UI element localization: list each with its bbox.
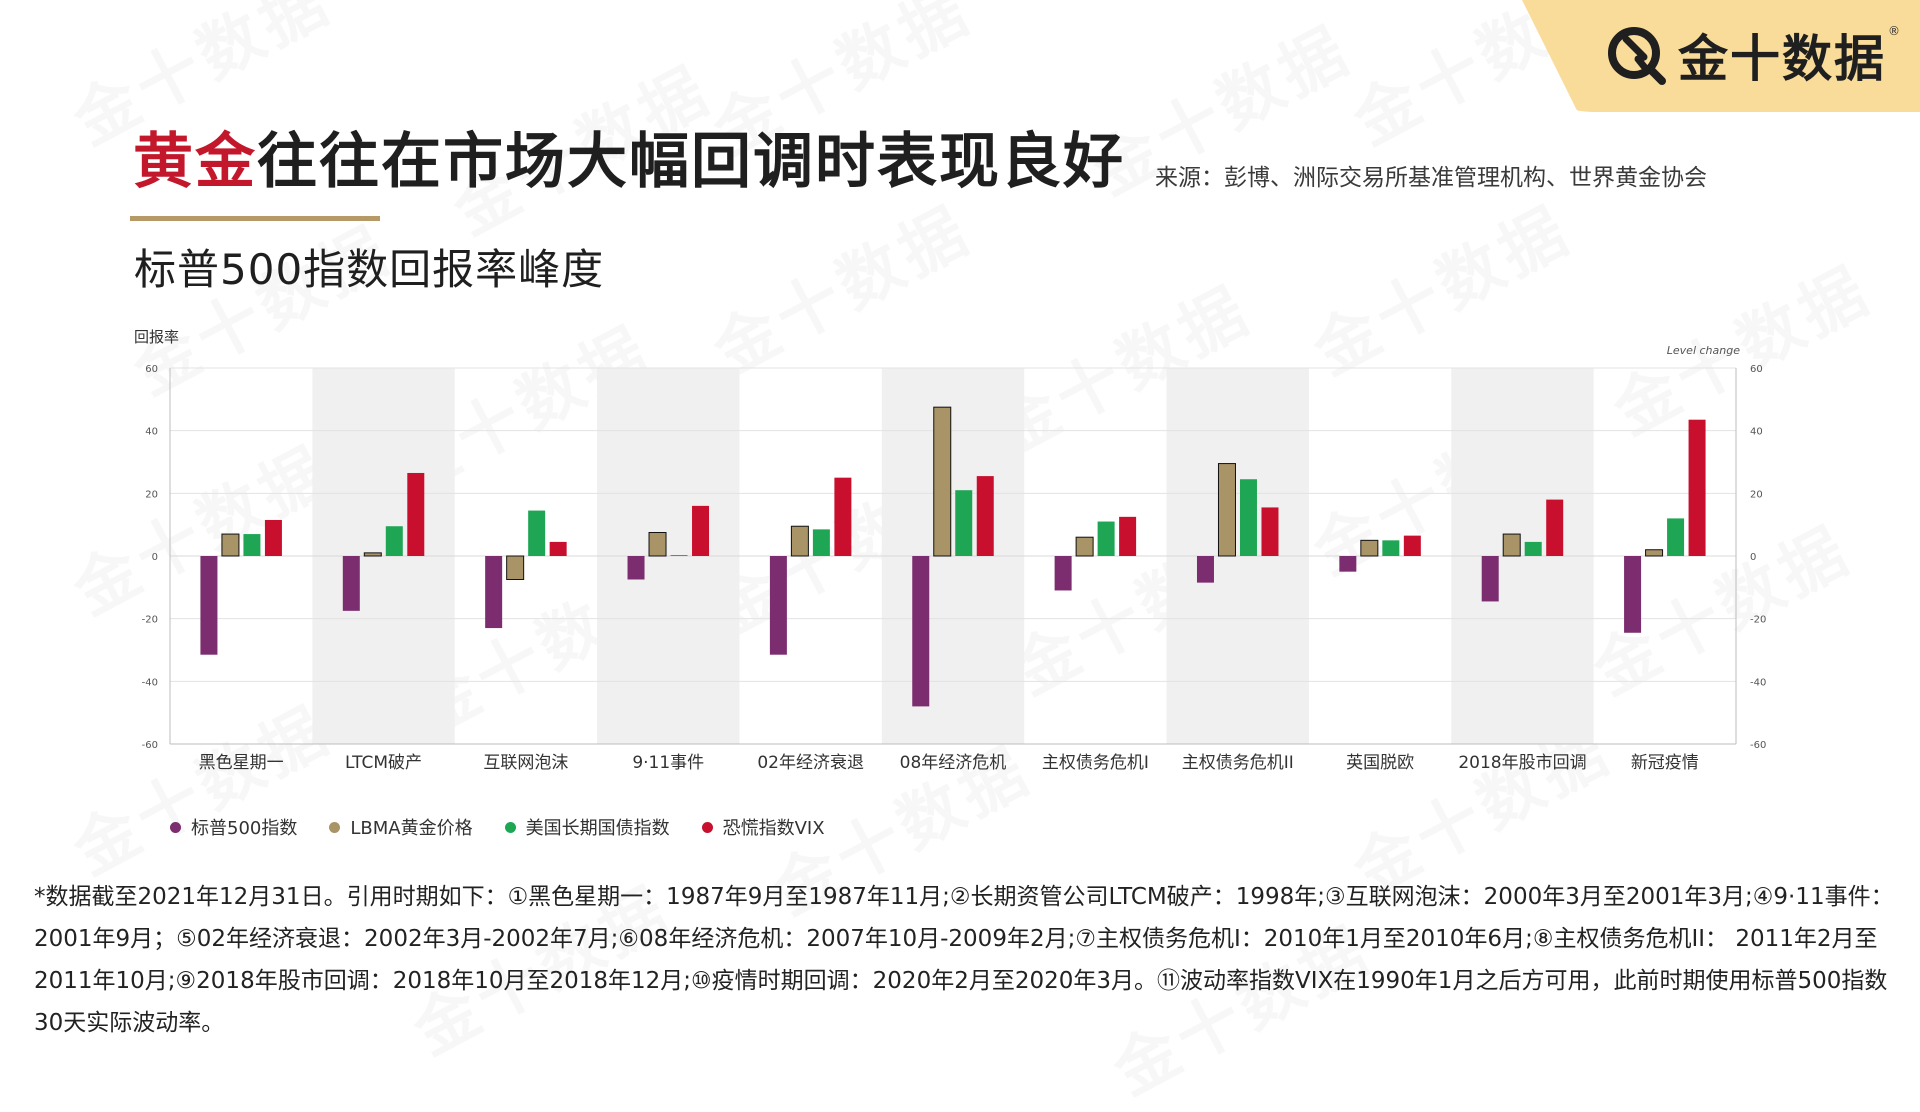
legend-swatch <box>329 821 341 833</box>
bar-chart: 60 60 40 40 20 20 0 0 -20 -20 -40 -40 -60 -60 回报率 Level… <box>134 328 1766 773</box>
bar <box>485 556 503 629</box>
y-tick-label: -40 <box>142 677 158 688</box>
x-tick-label: 新冠疫情 <box>1631 753 1699 773</box>
title-rest: 往往在市场大幅回调时表现良好 <box>257 127 1125 197</box>
y2-tick-label: 0 <box>1750 552 1756 563</box>
bar <box>769 556 787 655</box>
brand-name: 金十数据 <box>1678 30 1886 88</box>
bar <box>976 476 994 556</box>
y-tick-label: 0 <box>152 552 158 563</box>
x-tick-label: 02年经济衰退 <box>757 753 864 773</box>
y2-tick-label: -60 <box>1750 740 1766 751</box>
y-axis-title: 回报率 <box>134 328 179 346</box>
bar <box>812 529 830 556</box>
bar <box>1261 507 1279 556</box>
bar <box>1339 556 1357 572</box>
y2-tick-label: 40 <box>1750 427 1763 438</box>
bar <box>670 555 688 556</box>
bar <box>385 526 403 556</box>
y2-tick-label: 60 <box>1750 364 1763 375</box>
footnote: *数据截至2021年12月31日。引用时期如下：①黑色星期一：1987年9月至1… <box>34 884 1894 1036</box>
y2-tick-label: -40 <box>1750 677 1766 688</box>
bar <box>1502 533 1521 557</box>
bar <box>1097 521 1115 556</box>
bar <box>264 519 282 556</box>
y2-axis-title: Level change <box>1667 344 1740 357</box>
bar <box>1645 549 1664 557</box>
bar <box>506 555 525 580</box>
y-tick-label: 20 <box>145 489 158 500</box>
legend-item: LBMA黄金价格 <box>329 814 473 840</box>
x-tick-label: 主权债务危机II <box>1182 753 1294 773</box>
bar <box>955 490 973 556</box>
legend-item: 美国长期国债指数 <box>504 814 670 840</box>
bar <box>407 472 425 556</box>
legend-item: 标普500指数 <box>170 814 297 840</box>
x-tick-label: 互联网泡沫 <box>483 753 568 773</box>
legend-swatch <box>504 821 516 833</box>
y2-tick-label: 20 <box>1750 489 1763 500</box>
bar <box>1075 536 1094 557</box>
title-accent: 黄金 <box>133 127 257 197</box>
bar <box>1624 556 1642 633</box>
legend-swatch <box>170 821 181 833</box>
bar <box>528 510 546 556</box>
bar <box>1524 541 1542 556</box>
bar <box>549 541 567 556</box>
bar <box>342 556 360 611</box>
bar <box>1360 539 1379 557</box>
bar <box>363 552 382 557</box>
x-tick-label: 9·11事件 <box>632 753 704 773</box>
bar <box>627 556 645 580</box>
bar <box>1403 535 1421 556</box>
bar <box>1667 518 1685 556</box>
x-tick-label: 2018年股市回调 <box>1458 753 1586 773</box>
bar <box>834 477 852 556</box>
brand-tab <box>1522 0 1920 112</box>
bar <box>1054 556 1072 591</box>
x-tick-label: LTCM破产 <box>345 753 422 773</box>
chart-container: 60 60 40 40 20 20 0 0 -20 -20 -40 -40 -60 -60 回报率 Level… <box>120 320 1780 840</box>
y-tick-label: -60 <box>142 740 158 751</box>
bar <box>200 556 218 655</box>
x-tick-label: 黑色星期一 <box>199 753 284 773</box>
bar <box>1196 556 1214 583</box>
x-tick-label: 主权债务危机I <box>1042 753 1149 773</box>
chart-subtitle: 标普500指数回报率峰度 <box>134 245 605 294</box>
x-tick-label: 英国脱欧 <box>1346 753 1414 773</box>
title-underline <box>130 216 380 221</box>
bar <box>648 532 667 557</box>
bar <box>912 556 930 707</box>
bar <box>1382 540 1400 556</box>
legend-label: 恐慌指数VIX <box>722 818 825 839</box>
y-tick-label: 40 <box>145 427 158 438</box>
bar <box>1239 479 1257 556</box>
legend-label: 标普500指数 <box>191 818 298 839</box>
bar <box>692 505 710 556</box>
brand-mark-icon <box>1608 27 1666 85</box>
source-note: 来源：彭博、洲际交易所基准管理机构、世界黄金协会 <box>1155 165 1707 191</box>
x-tick-label: 08年经济危机 <box>900 753 1007 773</box>
title-row: 黄金往往在市场大幅回调时表现良好 来源：彭博、洲际交易所基准管理机构、世界黄金协… <box>133 122 1707 202</box>
legend-label: 美国长期国债指数 <box>525 818 670 839</box>
brand-logo[interactable]: 金十数据 ® <box>1604 22 1900 88</box>
y2-tick-label: -20 <box>1750 615 1766 626</box>
y-tick-label: -20 <box>142 615 158 626</box>
page-title: 黄金往往在市场大幅回调时表现良好 <box>133 122 1125 202</box>
legend-swatch <box>701 821 713 833</box>
bar <box>790 525 809 557</box>
legend-item: 恐慌指数VIX <box>701 814 825 840</box>
bar <box>221 533 240 557</box>
bar <box>243 534 261 556</box>
y-tick-label: 60 <box>145 364 158 375</box>
bar <box>1217 463 1236 557</box>
brand-reg-mark: ® <box>1888 24 1900 38</box>
chart-legend: 标普500指数 LBMA黄金价格 美国长期国债指数 恐慌指数VIX <box>170 815 825 839</box>
bar <box>1481 556 1499 602</box>
legend-label: LBMA黄金价格 <box>350 818 473 839</box>
bar <box>1688 419 1706 556</box>
bar <box>1546 499 1564 556</box>
bar <box>1119 516 1137 556</box>
bar <box>933 406 952 557</box>
